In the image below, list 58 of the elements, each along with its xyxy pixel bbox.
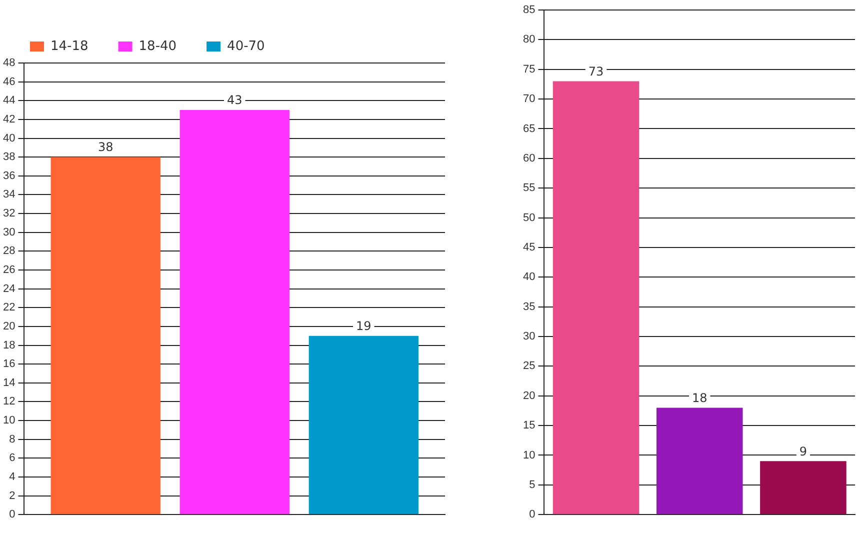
y-tick-label: 44 [2,94,16,107]
y-tick-label: 18 [2,339,16,352]
y-tick-label: 28 [2,245,16,258]
y-tick-label: 30 [2,226,16,238]
legend-label: 40-70 [227,38,265,54]
bar [656,408,743,514]
bar [50,157,160,514]
y-tick-label: 40 [522,271,536,284]
y-tick-label: 36 [2,170,16,182]
y-tick-label: 80 [522,34,536,46]
data-label: 18 [692,390,708,405]
bar [308,336,418,514]
y-tick-label: 0 [9,508,16,521]
y-tick-label: 55 [522,182,536,194]
y-tick-label: 10 [2,414,16,427]
y-tick-label: 4 [9,471,16,483]
y-tick-label: 85 [522,4,536,16]
y-tick-label: 65 [522,122,536,135]
y-tick-label: 42 [2,113,16,126]
y-tick-label: 15 [522,420,536,432]
data-label: 43 [226,93,242,108]
y-tick-label: 0 [529,508,536,521]
y-tick-label: 6 [9,452,16,464]
y-tick-label: 8 [9,433,16,446]
y-tick-label: 50 [522,212,536,224]
y-tick-label: 70 [522,93,536,106]
y-tick-label: 14 [2,376,16,389]
y-tick-label: 22 [2,302,16,314]
y-tick-label: 16 [2,358,16,370]
data-label: 9 [799,444,808,458]
y-tick-label: 60 [522,152,536,164]
y-tick-label: 45 [522,241,536,254]
y-tick-label: 10 [522,449,536,462]
bar [552,81,640,514]
y-tick-label: 20 [522,390,536,402]
y-tick-label: 25 [522,360,536,372]
y-tick-label: 35 [522,300,536,313]
data-label: 19 [356,318,372,333]
y-tick-label: 30 [522,330,536,343]
y-tick-label: 48 [2,57,16,70]
legend-label: 18-40 [138,38,177,54]
legend-label: 14-18 [50,38,88,54]
y-tick-label: 2 [9,490,16,502]
y-tick-label: 40 [2,132,16,144]
y-tick-label: 34 [2,188,16,201]
data-label: 38 [98,140,114,154]
bar [760,461,846,514]
y-tick-label: 20 [2,320,16,332]
bar [180,110,290,514]
y-tick-label: 38 [2,151,16,164]
y-tick-label: 75 [522,63,536,76]
y-tick-label: 26 [2,264,16,276]
y-tick-label: 12 [2,396,16,408]
y-tick-label: 32 [2,208,16,220]
data-label: 73 [588,64,604,78]
y-tick-label: 46 [2,76,16,88]
y-tick-label: 24 [2,282,16,295]
y-tick-label: 5 [529,478,536,491]
